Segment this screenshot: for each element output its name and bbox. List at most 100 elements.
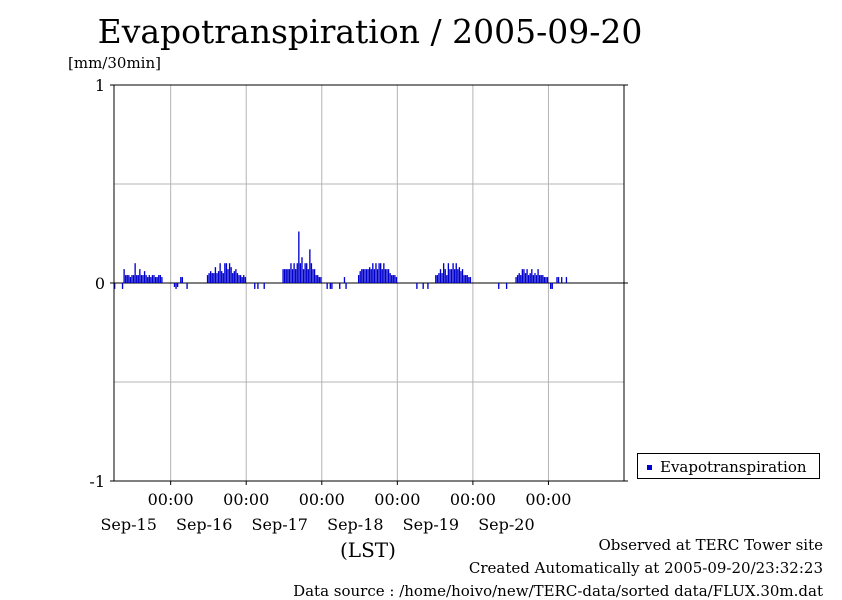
bar-2005-09-14-39 (156, 277, 158, 283)
bar-2005-09-14-29 (140, 275, 143, 283)
bar-2005-09-18-19 (427, 283, 429, 289)
bar-2005-09-14-19 (125, 275, 127, 283)
bar-2005-09-18-39 (458, 267, 461, 283)
bar-2005-09-16-5 (254, 283, 256, 289)
x-tick-date-0: Sep-15 (100, 515, 156, 534)
bar-2005-09-17-43 (389, 273, 391, 283)
bar-2005-09-18-34 (450, 269, 453, 283)
bar-2005-09-19-29 (518, 273, 520, 283)
bar-2005-09-19-30 (520, 275, 522, 283)
bar-2005-09-16-32 (296, 263, 298, 283)
bar-2005-09-17-11 (339, 283, 341, 289)
bar-2005-09-14-24 (132, 275, 135, 283)
bar-2005-09-17-33 (373, 269, 376, 283)
bar-2005-09-19-39 (534, 273, 536, 283)
bar-2005-09-17-25 (361, 269, 363, 283)
bar-2005-09-18-32 (447, 263, 450, 283)
bar-2005-09-15-26 (211, 273, 213, 283)
x-tick-time-3: 00:00 (374, 490, 420, 509)
bar-2005-09-14-20 (126, 275, 128, 283)
bar-2005-09-16-44 (315, 275, 317, 283)
bar-2005-09-16-33 (298, 231, 300, 283)
bar-2005-09-15-35 (225, 263, 228, 283)
x-tick-time-4: 00:00 (450, 490, 496, 509)
y-axis-unit: [mm/30min] (68, 54, 161, 72)
x-tick-time-5: 00:00 (525, 490, 571, 509)
bar-2005-09-19-32 (523, 269, 525, 283)
bar-2005-09-17-44 (391, 275, 393, 283)
bar-2005-09-17-24 (359, 271, 361, 283)
bar-2005-09-17-31 (370, 269, 372, 283)
bar-2005-09-14-42 (161, 277, 163, 283)
bar-2005-09-14-36 (151, 275, 154, 283)
bar-2005-09-14-23 (131, 275, 133, 283)
bar-2005-09-17-39 (383, 263, 385, 283)
x-tick-time-0: 00:00 (148, 490, 194, 509)
bar-2005-09-15-31 (219, 263, 221, 283)
bar-2005-09-16-11 (263, 283, 265, 289)
bar-2005-09-15-7 (181, 277, 184, 283)
bar-2005-09-17-41 (386, 269, 388, 283)
bar-2005-09-17-26 (362, 269, 365, 283)
bar-2005-09-15-42 (236, 273, 239, 283)
bar-2005-09-17-28 (365, 269, 368, 283)
bar-2005-09-16-45 (317, 275, 319, 283)
bar-2005-09-15-44 (239, 275, 242, 283)
chart-title: Evapotranspiration / 2005-09-20 (97, 12, 643, 51)
bar-2005-09-17-15 (345, 283, 347, 289)
bar-2005-09-15-2 (173, 283, 176, 287)
bar-2005-09-16-41 (310, 263, 313, 283)
bar-2005-09-16-23 (282, 269, 284, 283)
bar-2005-09-19-21 (505, 283, 508, 289)
bar-2005-09-19-36 (529, 273, 531, 283)
bar-2005-09-17-34 (375, 263, 377, 283)
legend-label: Evapotranspiration (660, 458, 807, 476)
bar-2005-09-19-46 (545, 277, 547, 283)
footer-source: Data source : /home/hoivo/new/TERC-data/… (293, 582, 823, 600)
bar-2005-09-17-14 (343, 277, 346, 283)
bar-2005-09-17-45 (392, 275, 394, 283)
bar-2005-09-15-3 (175, 283, 177, 289)
bar-2005-09-15-41 (235, 269, 237, 283)
bar-2005-09-14-34 (148, 275, 150, 283)
bar-2005-09-14-31 (143, 271, 146, 283)
bar-2005-09-18-26 (438, 273, 440, 283)
bar-2005-09-17-36 (378, 263, 380, 283)
bar-2005-09-18-30 (444, 269, 446, 283)
bar-2005-09-16-7 (257, 283, 259, 289)
bar-2005-09-17-3 (326, 283, 328, 289)
bar-2005-09-19-42 (539, 275, 541, 283)
bar-2005-09-18-45 (468, 277, 470, 283)
bar-2005-09-18-41 (461, 269, 464, 283)
bar-2005-09-19-45 (543, 277, 546, 283)
bar-2005-09-15-23 (206, 275, 209, 283)
bar-2005-09-17-40 (384, 269, 387, 283)
bar-2005-09-17-27 (364, 269, 366, 283)
bar-2005-09-19-34 (526, 269, 528, 283)
bar-2005-09-19-16 (498, 283, 500, 289)
bar-2005-09-17-38 (381, 269, 383, 283)
footer-site: Observed at TERC Tower site (598, 536, 823, 554)
bar-2005-09-15-27 (213, 273, 215, 283)
bar-2005-09-16-38 (306, 263, 308, 283)
bar-2005-09-14-27 (137, 275, 139, 283)
bar-2005-09-16-24 (284, 269, 286, 283)
bar-2005-09-16-31 (295, 269, 297, 283)
bar-2005-09-17-30 (369, 267, 371, 283)
bar-2005-09-14-25 (134, 263, 136, 283)
bar-2005-09-18-27 (439, 269, 442, 283)
bar-2005-09-15-32 (221, 271, 223, 283)
bar-2005-09-17-47 (395, 277, 398, 283)
bar-2005-09-18-46 (469, 277, 472, 283)
bar-2005-09-16-29 (291, 269, 294, 283)
y-tick-label-2: 1 (95, 76, 105, 95)
x-tick-time-1: 00:00 (223, 490, 269, 509)
bar-2005-09-16-46 (318, 277, 320, 283)
bar-2005-09-17-5 (329, 283, 331, 289)
bar-2005-09-15-38 (230, 267, 232, 283)
bar-2005-09-15-28 (214, 267, 217, 283)
bar-2005-09-16-37 (304, 263, 306, 283)
bar-2005-09-16-40 (309, 249, 311, 283)
bar-2005-09-18-31 (446, 275, 448, 283)
bar-2005-09-18-35 (452, 263, 454, 283)
